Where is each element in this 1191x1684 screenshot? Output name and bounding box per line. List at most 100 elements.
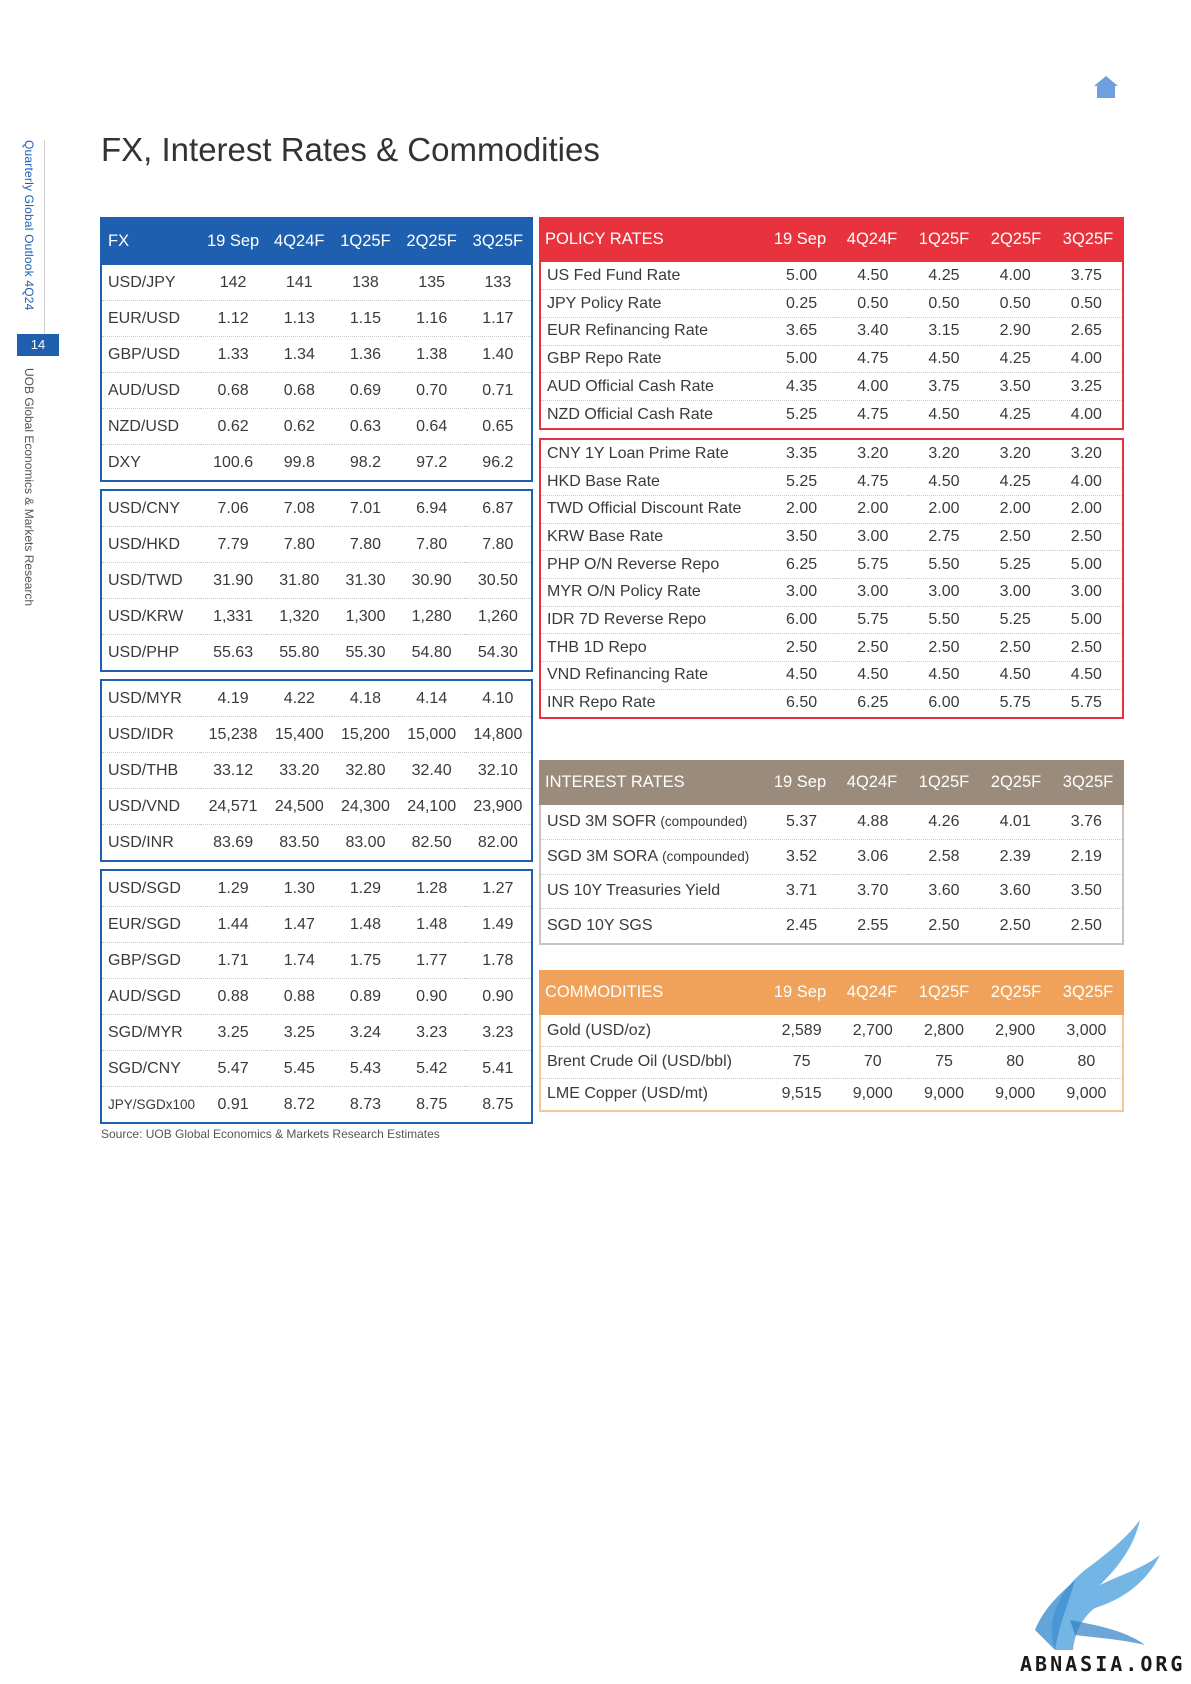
value-cell: 0.91 bbox=[200, 1086, 267, 1122]
value-cell: 4.88 bbox=[857, 813, 889, 830]
policy-rate-row: INR Repo Rate 6.50 6.25 6.00 5.75 5.75 bbox=[541, 688, 1122, 717]
value-cell: 1.15 bbox=[332, 300, 399, 337]
row-label-text: US Fed Fund Rate bbox=[547, 266, 681, 284]
value-cell: 3.65 bbox=[766, 316, 838, 346]
column-header: 1Q25F bbox=[918, 773, 970, 791]
value-cell: 2.50 bbox=[766, 633, 838, 662]
row-label-text: USD/KRW bbox=[108, 607, 184, 625]
value-cell: 6.50 bbox=[766, 688, 838, 717]
page-title: FX, Interest Rates & Commodities bbox=[101, 131, 600, 168]
value-cell: 7.06 bbox=[217, 499, 249, 517]
row-label-text: LME Copper (USD/mt) bbox=[547, 1085, 708, 1102]
value-cell: 141 bbox=[285, 273, 313, 291]
value-cell: 0.89 bbox=[332, 978, 399, 1015]
row-label: CNY 1Y Loan Prime Rate bbox=[541, 440, 766, 468]
value-cell: 55.63 bbox=[200, 634, 267, 670]
row-label-text: AUD/USD bbox=[108, 381, 181, 399]
policy-rate-row: PHP O/N Reverse Repo 6.25 5.75 5.50 5.25 5.00 bbox=[541, 550, 1122, 579]
value-cell: 2.50 bbox=[979, 522, 1051, 551]
value-cell: 5.75 bbox=[1050, 688, 1122, 717]
row-label-text: USD/HKD bbox=[108, 535, 181, 553]
fx-row: NZD/USD 0.62 0.62 0.63 0.64 0.65 bbox=[102, 408, 531, 445]
value-cell: 7.80 bbox=[464, 526, 531, 563]
row-label-text: VND Refinancing Rate bbox=[547, 666, 708, 684]
fx-row: USD/PHP 55.63 55.80 55.30 54.80 54.30 bbox=[102, 634, 531, 670]
row-label: TWD Official Discount Rate bbox=[541, 495, 766, 524]
value-cell: 3.15 bbox=[908, 316, 980, 346]
commodity-row: LME Copper (USD/mt) 9,515 9,000 9,000 9,000 9… bbox=[541, 1077, 1122, 1110]
value-cell: 3.25 bbox=[200, 1014, 267, 1051]
row-label: JPY Policy Rate bbox=[541, 289, 766, 318]
row-label: AUD/SGD bbox=[102, 978, 200, 1015]
row-label-text: USD/VND bbox=[108, 797, 181, 815]
value-cell: 2.00 bbox=[837, 495, 909, 524]
value-cell: 0.69 bbox=[332, 372, 399, 409]
value-cell: 3.50 bbox=[1050, 873, 1122, 909]
row-label-text: USD/IDR bbox=[108, 725, 174, 743]
row-label: USD/IDR bbox=[102, 716, 200, 753]
commodities-header-label: COMMODITIES bbox=[545, 983, 664, 1001]
value-cell: 3.40 bbox=[837, 316, 909, 346]
fx-header: FX 19 Sep 4Q24F 1Q25F 2Q25F 3Q25F bbox=[100, 217, 533, 265]
value-cell: 4.75 bbox=[837, 467, 909, 496]
fx-row: USD/IDR 15,238 15,400 15,200 15,000 14,800 bbox=[102, 716, 531, 753]
row-label: SGD 10Y SGS bbox=[541, 908, 766, 943]
value-cell: 5.25 bbox=[766, 467, 838, 496]
value-cell: 3.20 bbox=[1070, 444, 1102, 462]
value-cell: 3.24 bbox=[332, 1014, 399, 1051]
value-cell: 54.80 bbox=[398, 634, 465, 670]
value-cell: 0.90 bbox=[398, 978, 465, 1015]
value-cell: 3.23 bbox=[398, 1014, 465, 1051]
value-cell: 4.19 bbox=[217, 689, 249, 707]
interest-rates-body: USD 3M SOFR (compounded) 5.37 4.88 4.26 4.01 3… bbox=[539, 805, 1124, 945]
policy-rate-row: TWD Official Discount Rate 2.00 2.00 2.00 2.… bbox=[541, 495, 1122, 524]
value-cell: 135 bbox=[418, 273, 445, 291]
value-cell: 7.80 bbox=[266, 526, 333, 563]
value-cell: 3.00 bbox=[1050, 578, 1122, 607]
policy-rate-row: GBP Repo Rate 5.00 4.75 4.50 4.25 4.00 bbox=[541, 344, 1122, 373]
policy-rate-row: NZD Official Cash Rate 5.25 4.75 4.50 4.25 4.… bbox=[541, 399, 1122, 429]
fx-row: USD/MYR 4.19 4.22 4.18 4.14 4.10 bbox=[102, 681, 531, 717]
interest-rates-table: INTEREST RATES 19 Sep 4Q24F 1Q25F 2Q25F … bbox=[539, 760, 1124, 945]
fx-group: USD/SGD 1.29 1.30 1.29 1.28 1.27 EUR/SGD 1.44 1.… bbox=[100, 869, 533, 1124]
value-cell: 5.00 bbox=[1050, 550, 1122, 579]
value-cell: 4.50 bbox=[857, 266, 889, 284]
page-number: 14 bbox=[17, 334, 59, 356]
value-cell: 1.71 bbox=[200, 942, 267, 979]
column-header: 19 Sep bbox=[773, 773, 827, 791]
row-label-text: JPY/SGDx100 bbox=[108, 1096, 196, 1112]
value-cell: 4.50 bbox=[979, 661, 1051, 690]
row-label: AUD Official Cash Rate bbox=[541, 372, 766, 401]
column-header: 19 Sep bbox=[206, 231, 260, 250]
row-label-text: USD/JPY bbox=[108, 273, 176, 291]
value-cell: 7.79 bbox=[200, 526, 267, 563]
value-cell: 82.00 bbox=[464, 824, 531, 860]
row-label: SGD/CNY bbox=[102, 1050, 200, 1087]
value-cell: 7.01 bbox=[349, 499, 382, 517]
home-icon[interactable] bbox=[1093, 74, 1119, 100]
value-cell: 55.30 bbox=[332, 634, 399, 670]
value-cell: 2.00 bbox=[766, 495, 838, 524]
row-label-text: AUD/SGD bbox=[108, 987, 181, 1005]
value-cell: 0.62 bbox=[266, 408, 333, 445]
interest-rate-row: SGD 3M SORA (compounded) 3.52 3.06 2.58 2.39 2… bbox=[541, 839, 1122, 874]
row-label: USD/KRW bbox=[102, 598, 200, 635]
policy-rate-row: EUR Refinancing Rate 3.65 3.40 3.15 2.90 2.65 bbox=[541, 316, 1122, 346]
value-cell: 1.29 bbox=[217, 879, 249, 897]
value-cell: 80 bbox=[979, 1046, 1051, 1078]
value-cell: 2.50 bbox=[1050, 522, 1122, 551]
value-cell: 1.29 bbox=[349, 879, 382, 897]
row-label: US 10Y Treasuries Yield bbox=[541, 873, 766, 909]
column-header: 1Q25F bbox=[340, 231, 391, 250]
row-label: SGD 3M SORA (compounded) bbox=[541, 839, 766, 874]
department-name: UOB Global Economics & Markets Research bbox=[22, 368, 36, 607]
row-label-text: NZD Official Cash Rate bbox=[547, 405, 713, 423]
value-cell: 2,900 bbox=[995, 1021, 1036, 1039]
value-cell: 3.00 bbox=[837, 522, 909, 551]
value-cell: 98.2 bbox=[332, 444, 399, 480]
row-label: EUR Refinancing Rate bbox=[541, 316, 766, 346]
value-cell: 2.65 bbox=[1050, 316, 1122, 346]
value-cell: 4.01 bbox=[999, 813, 1031, 830]
column-header: 4Q24F bbox=[846, 773, 898, 791]
row-label: USD 3M SOFR (compounded) bbox=[541, 805, 766, 840]
